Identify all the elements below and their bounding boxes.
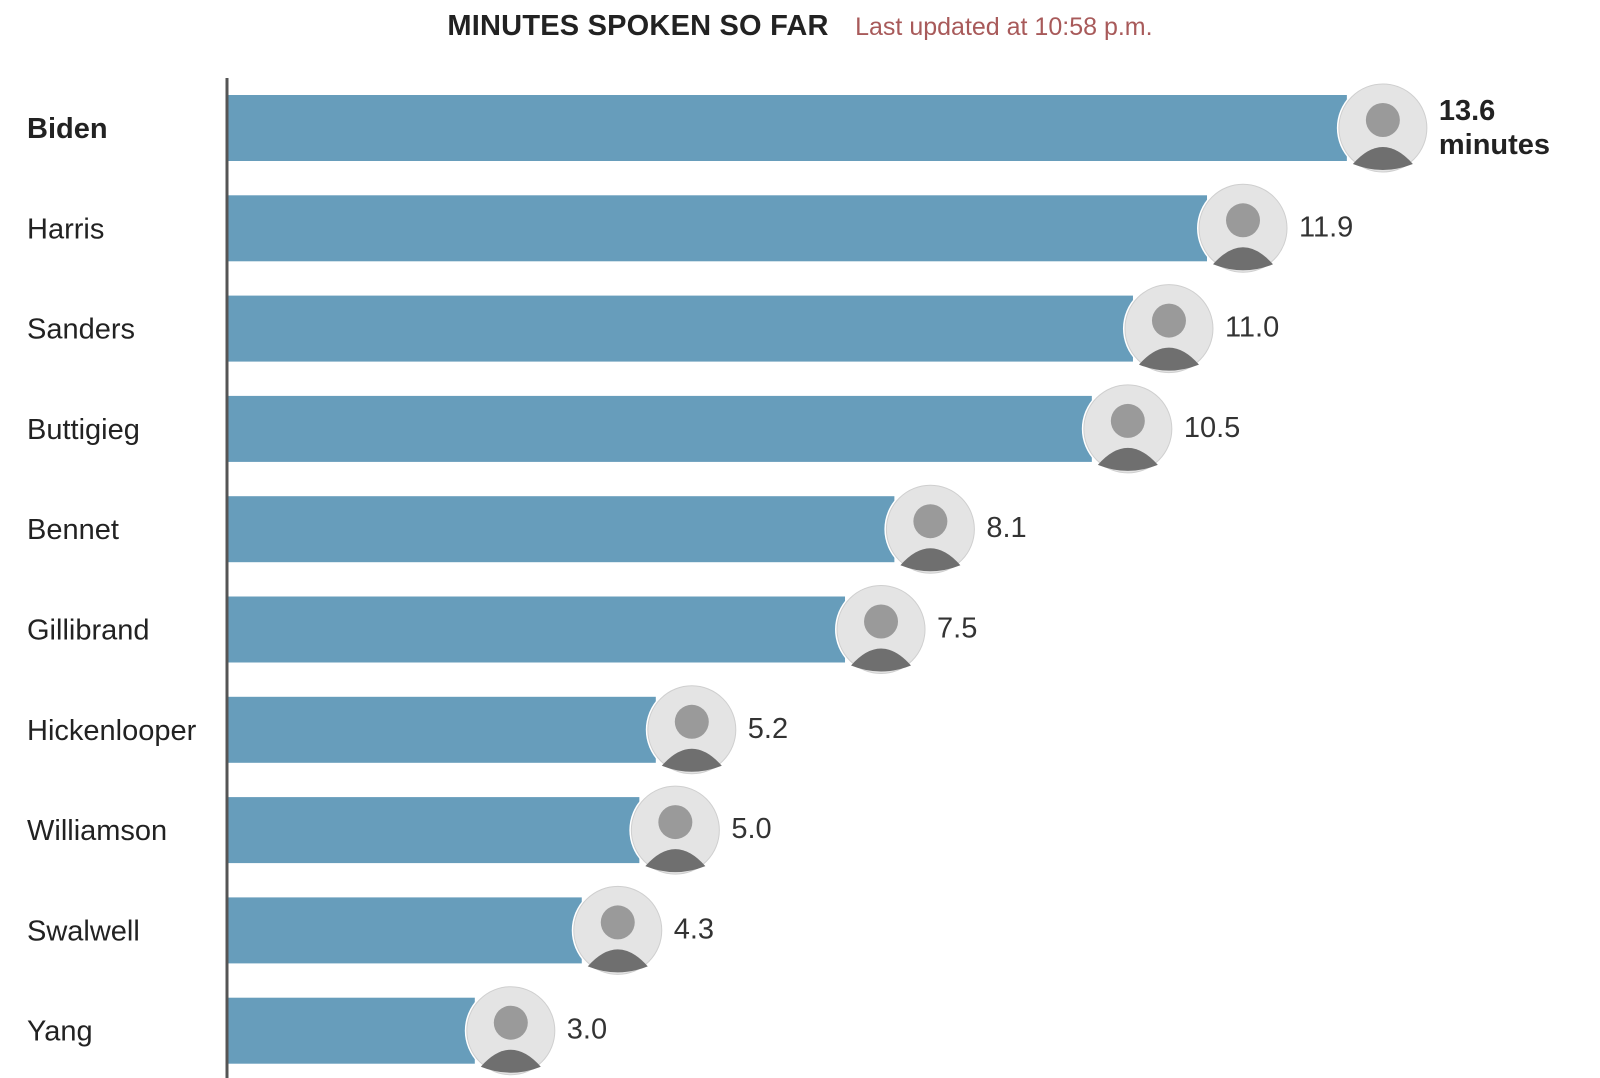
category-label: Bennet — [27, 514, 119, 546]
avatar-shoulders — [480, 1049, 541, 1073]
value-label: 4.3 — [674, 913, 714, 945]
bar-group: Harris 11.9 — [27, 182, 1353, 275]
value-unit-label: minutes — [1439, 129, 1550, 161]
candidate-photo-icon — [464, 984, 557, 1077]
avatar-shoulders — [645, 849, 706, 873]
bar-group: Buttigieg 10.5 — [27, 382, 1240, 475]
category-label: Buttigieg — [27, 414, 140, 446]
avatar-head — [1365, 103, 1400, 137]
category-label: Biden — [27, 113, 108, 145]
bar — [228, 797, 640, 864]
avatar-head — [913, 504, 948, 539]
bar — [228, 596, 846, 663]
category-label: Gillibrand — [27, 615, 150, 647]
category-label: Sanders — [27, 314, 135, 346]
bar — [228, 95, 1347, 161]
candidate-photo-icon — [1081, 382, 1174, 475]
chart-title: MINUTES SPOKEN SO FAR — [447, 10, 829, 42]
avatar-head — [1110, 403, 1145, 438]
bar — [228, 496, 895, 563]
value-label: 7.5 — [937, 613, 977, 645]
candidate-photo-icon — [1122, 282, 1215, 375]
bar-group: Williamson 5.0 — [27, 784, 772, 877]
category-label: Swalwell — [27, 915, 140, 947]
avatar-head — [493, 1005, 528, 1040]
bar — [228, 295, 1133, 362]
value-label: 13.6 — [1439, 95, 1495, 127]
chart-header: MINUTES SPOKEN SO FAR Last updated at 10… — [0, 8, 1600, 49]
bar-group: Bennet 8.1 — [27, 483, 1027, 576]
candidate-photo-icon — [645, 683, 738, 776]
value-label: 11.9 — [1299, 211, 1353, 243]
category-label: Hickenlooper — [27, 715, 197, 747]
bar-group: Yang 3.0 — [27, 984, 607, 1077]
avatar-shoulders — [900, 548, 961, 572]
candidate-photo-icon — [629, 784, 722, 877]
candidate-photo-icon — [835, 583, 928, 676]
avatar-shoulders — [1097, 447, 1158, 471]
candidate-photo-icon — [884, 483, 977, 576]
bar — [228, 395, 1092, 462]
bar-group: Swalwell 4.3 — [27, 884, 714, 977]
avatar-shoulders — [851, 648, 912, 672]
bar-group: Hickenlooper 5.2 — [27, 683, 788, 776]
bar — [228, 696, 656, 763]
value-label: 11.0 — [1225, 312, 1279, 344]
bar-group: Sanders 11.0 — [27, 282, 1279, 375]
value-label: 10.5 — [1184, 412, 1240, 444]
bar-group: Gillibrand 7.5 — [27, 583, 977, 676]
value-label: 8.1 — [986, 512, 1026, 544]
category-label: Williamson — [27, 815, 167, 847]
avatar-head — [864, 604, 899, 639]
value-label: 3.0 — [567, 1014, 607, 1046]
candidate-photo-icon — [1336, 82, 1429, 174]
value-label: 5.2 — [748, 713, 788, 745]
avatar-head — [1226, 203, 1261, 238]
category-label: Harris — [27, 213, 104, 245]
candidate-photo-icon — [571, 884, 664, 977]
value-label: 5.0 — [731, 813, 771, 845]
avatar-shoulders — [1213, 247, 1274, 271]
avatar-head — [658, 805, 693, 840]
avatar-head — [674, 704, 709, 739]
avatar-shoulders — [661, 748, 722, 772]
avatar-shoulders — [1352, 147, 1413, 170]
bar — [228, 897, 582, 964]
avatar-shoulders — [587, 949, 648, 973]
avatar-shoulders — [1138, 347, 1199, 371]
avatar-head — [1151, 303, 1186, 338]
candidate-photo-icon — [1197, 182, 1290, 275]
last-updated-note: Last updated at 10:58 p.m. — [855, 13, 1153, 41]
bar — [228, 997, 475, 1064]
avatar-head — [600, 905, 635, 940]
category-label: Yang — [27, 1016, 93, 1048]
bar — [228, 195, 1208, 262]
